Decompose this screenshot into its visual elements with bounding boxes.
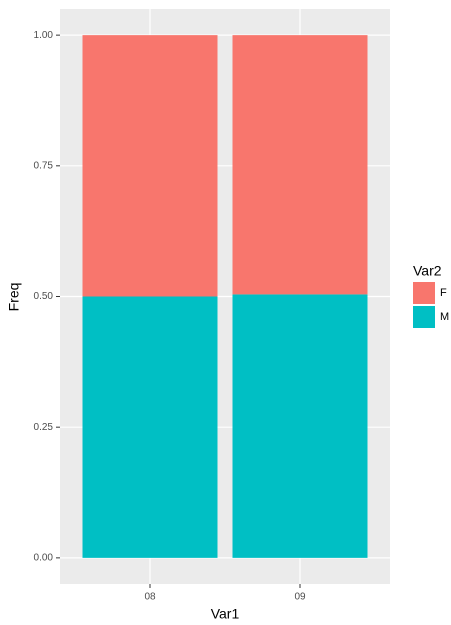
y-tick-label: 0.25 <box>34 422 54 433</box>
legend-key <box>413 282 435 304</box>
y-tick-label: 0.50 <box>34 291 54 302</box>
bar-segment <box>82 296 218 558</box>
bar-segment <box>82 35 218 297</box>
bar-segment <box>232 294 368 558</box>
y-axis-title: Freq <box>6 283 22 312</box>
x-axis-title: Var1 <box>211 606 240 622</box>
y-tick-label: 0.00 <box>34 553 54 564</box>
legend-key <box>413 306 435 328</box>
x-tick-label: 08 <box>144 592 156 603</box>
legend-label: F <box>440 287 447 299</box>
y-tick-label: 1.00 <box>34 30 54 41</box>
legend-title: Var2 <box>413 263 442 279</box>
bar-segment <box>232 35 368 295</box>
x-tick-label: 09 <box>294 592 306 603</box>
legend-label: M <box>440 311 449 323</box>
y-tick-label: 0.75 <box>34 160 54 171</box>
